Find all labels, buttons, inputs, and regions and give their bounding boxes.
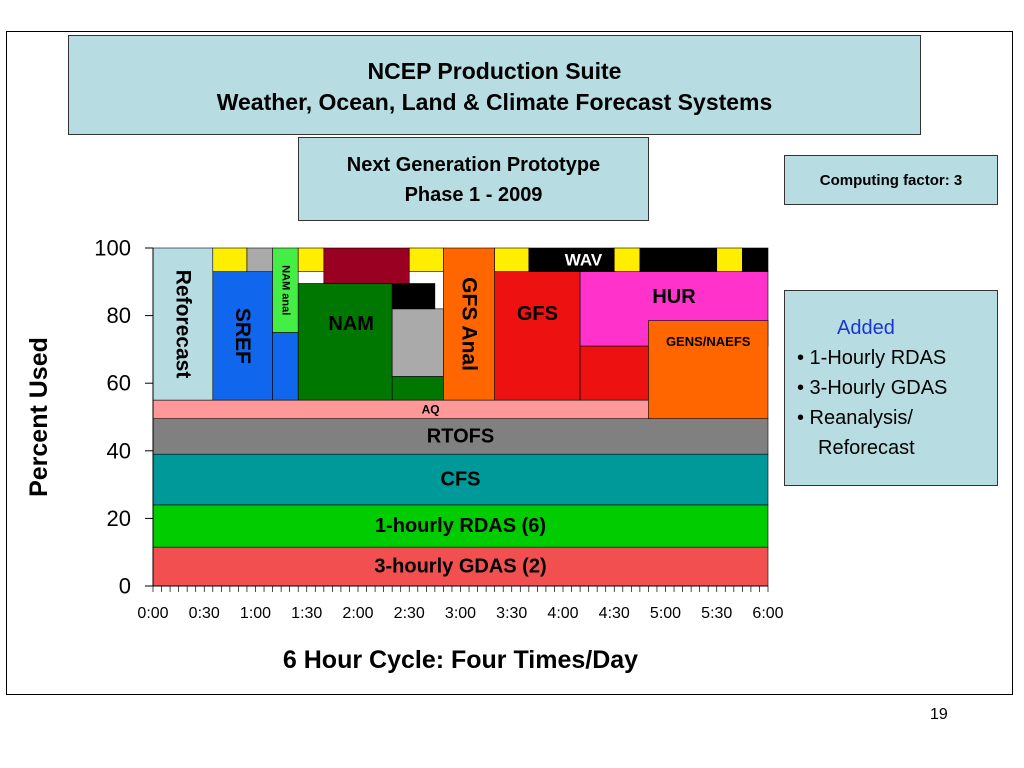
bar-block-18 — [212, 247, 248, 272]
y-tick-label-40: 40 — [107, 438, 131, 463]
label-reforecast: Reforecast — [171, 270, 194, 379]
added-box: Added • 1-Hourly RDAS • 3-Hourly GDAS • … — [784, 290, 998, 486]
added-item-gdas: • 3-Hourly GDAS — [797, 377, 948, 399]
y-tick-label-100: 100 — [94, 236, 131, 261]
x-tick-label-4-00: 4:00 — [547, 605, 578, 622]
bar-block-15 — [579, 345, 649, 401]
added-heading: Added — [837, 317, 895, 339]
bar-rtofs — [152, 418, 769, 455]
x-tick-label-4-30: 4:30 — [599, 605, 630, 622]
x-tick-label-1-00: 1:00 — [240, 605, 271, 622]
prototype-line1: Next Generation Prototype — [346, 154, 601, 176]
bar-block-24 — [494, 247, 530, 272]
label-wav: WAV — [565, 250, 603, 269]
bar-nam — [297, 283, 393, 401]
bar-gfs-anal — [443, 247, 495, 401]
bar-block-22 — [408, 247, 444, 272]
x-axis-label: 6 Hour Cycle: Four Times/Day — [282, 646, 639, 674]
label-gfs: GFS — [517, 303, 558, 325]
y-axis-label: Percent Used — [25, 337, 53, 497]
added-item-rdas: • 1-Hourly RDAS — [797, 347, 947, 369]
bar-block-20 — [297, 247, 325, 272]
bar-block-28 — [716, 247, 743, 272]
label-rtofs: RTOFS — [427, 425, 494, 447]
added-item-reanalysis: • Reanalysis/ — [797, 407, 913, 429]
x-tick-label-0-00: 0:00 — [137, 605, 168, 622]
x-tick-label-0-30: 0:30 — [189, 605, 220, 622]
x-tick-label-5-00: 5:00 — [650, 605, 681, 622]
label-hur: HUR — [652, 286, 696, 308]
title-line2: Weather, Ocean, Land & Climate Forecast … — [216, 89, 773, 115]
label-gens-naefs: GENS/NAEFS — [666, 334, 751, 349]
computing-factor-text: Computing factor: 3 — [819, 172, 963, 189]
bar-cfs — [152, 453, 769, 506]
y-tick-label-80: 80 — [107, 303, 131, 328]
label-gfs-anal: GFS Anal — [458, 277, 481, 371]
bar-sref — [212, 271, 273, 401]
y-tick-label-60: 60 — [107, 371, 131, 396]
bar-block-27 — [639, 247, 718, 272]
y-tick-label-20: 20 — [107, 506, 131, 531]
title-line1: NCEP Production Suite — [367, 58, 622, 84]
x-tick-label-3-00: 3:00 — [445, 605, 476, 622]
bar-block-21 — [323, 247, 410, 284]
bar-block-19 — [246, 247, 273, 272]
bar-block-12 — [391, 283, 436, 310]
x-tick-label-2-30: 2:30 — [394, 605, 425, 622]
bar-gfs — [494, 271, 581, 401]
bar-nam-anal — [272, 247, 299, 333]
label-1-hourly-rdas-6: 1-hourly RDAS (6) — [375, 515, 546, 537]
computing-factor-box: Computing factor: 3 — [784, 155, 998, 205]
bar-block-29 — [742, 247, 769, 272]
title-box: NCEP Production Suite Weather, Ocean, La… — [68, 35, 921, 135]
y-tick-label-0: 0 — [119, 574, 131, 599]
label-sref: SREF — [231, 308, 254, 364]
bar-3-hourly-gdas-2 — [152, 546, 769, 587]
x-tick-label-6-00: 6:00 — [752, 605, 783, 622]
page-number: 19 — [930, 706, 948, 723]
x-tick-label-5-30: 5:30 — [701, 605, 732, 622]
bar-block-7 — [272, 332, 299, 401]
bar-gens-naefs — [648, 320, 769, 419]
x-tick-label-2-00: 2:00 — [342, 605, 373, 622]
added-item-reforecast: Reforecast — [818, 437, 915, 459]
label-3-hourly-gdas-2: 3-hourly GDAS (2) — [374, 556, 546, 578]
prototype-box: Next Generation Prototype Phase 1 - 2009 — [298, 137, 649, 221]
x-tick-label-3-30: 3:30 — [496, 605, 527, 622]
label-aq: AQ — [422, 402, 440, 416]
bar-1-hourly-rdas-6 — [152, 504, 769, 548]
bar-block-10 — [391, 376, 444, 401]
prototype-line2: Phase 1 - 2009 — [404, 184, 543, 206]
bar-block-11 — [391, 308, 444, 377]
label-cfs: CFS — [441, 469, 481, 491]
label-nam-anal: NAM anal — [279, 265, 291, 315]
bar-block-26 — [613, 247, 641, 272]
slide-frame — [6, 31, 1013, 695]
x-tick-label-1-30: 1:30 — [291, 605, 322, 622]
label-nam: NAM — [328, 313, 374, 335]
